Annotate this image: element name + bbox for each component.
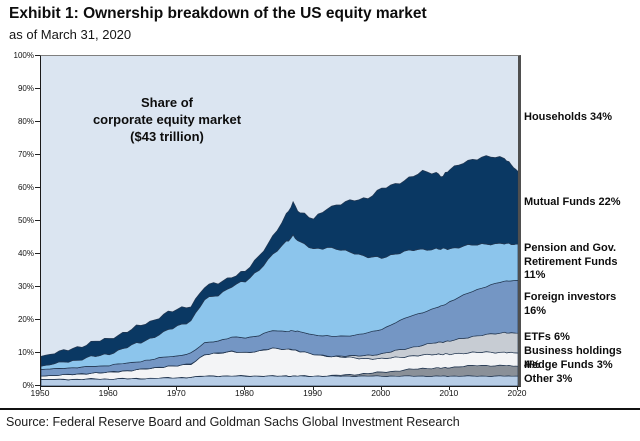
- x-tick-label: 2010: [439, 388, 459, 398]
- x-tick-label: 1960: [98, 388, 118, 398]
- y-tick-mark: [35, 88, 40, 89]
- x-tick-label: 1950: [30, 388, 50, 398]
- y-tick-mark: [35, 286, 40, 287]
- y-tick-mark: [35, 154, 40, 155]
- y-tick-mark: [35, 220, 40, 221]
- label-hedge-funds: Hedge Funds 3%: [524, 359, 613, 371]
- y-tick-label: 40%: [17, 249, 34, 258]
- y-tick-label: 50%: [17, 216, 34, 225]
- x-tick-label: 1990: [303, 388, 323, 398]
- label-etfs: ETFs 6%: [524, 331, 570, 343]
- label-mutual-funds: Mutual Funds 22%: [524, 196, 621, 208]
- y-tick-mark: [35, 55, 40, 56]
- y-tick-mark: [35, 385, 40, 386]
- x-tick-mark: [176, 386, 178, 390]
- x-tick-label: 1980: [234, 388, 254, 398]
- y-tick-mark: [35, 187, 40, 188]
- x-tick-mark: [380, 386, 382, 390]
- x-tick-mark: [108, 386, 110, 390]
- y-tick-label: 30%: [17, 282, 34, 291]
- footer-divider: [0, 408, 640, 410]
- y-tick-mark: [35, 253, 40, 254]
- x-tick-mark: [244, 386, 246, 390]
- label-business-holdings: Business holdings 4%: [524, 345, 622, 371]
- x-tick-mark: [448, 386, 450, 390]
- y-tick-label: 70%: [17, 150, 34, 159]
- y-tick-label: 20%: [17, 315, 34, 324]
- x-tick-mark: [40, 386, 41, 390]
- y-tick-label: 100%: [13, 51, 34, 60]
- label-other: Other 3%: [524, 373, 573, 385]
- x-tick-mark: [517, 386, 518, 390]
- area-mutual-funds: [41, 155, 518, 367]
- chart-annotation: Share of corporate equity market ($43 tr…: [92, 95, 242, 144]
- y-tick-mark: [35, 121, 40, 122]
- stacked-area-chart: [41, 155, 518, 386]
- chart-plot-area: Share of corporate equity market ($43 tr…: [40, 55, 521, 387]
- label-households: Households 34%: [524, 111, 613, 123]
- x-tick-mark: [312, 386, 314, 390]
- y-tick-label: 90%: [17, 84, 34, 93]
- exhibit-title: Exhibit 1: Ownership breakdown of the US…: [9, 5, 427, 22]
- y-tick-label: 0%: [22, 381, 34, 390]
- x-tick-label: 2000: [371, 388, 391, 398]
- exhibit-subtitle: as of March 31, 2020: [9, 27, 132, 42]
- y-tick-label: 80%: [17, 117, 34, 126]
- y-tick-label: 10%: [17, 348, 34, 357]
- label-pension-funds: Pension and Gov. Retirement Funds 11%: [524, 242, 618, 281]
- y-tick-mark: [35, 352, 40, 353]
- y-tick-label: 60%: [17, 183, 34, 192]
- source-note: Source: Federal Reserve Board and Goldma…: [6, 415, 460, 429]
- y-tick-mark: [35, 319, 40, 320]
- label-foreign-investors: Foreign investors 16%: [524, 291, 617, 317]
- x-tick-label: 1970: [166, 388, 186, 398]
- x-tick-label: 2020: [507, 388, 527, 398]
